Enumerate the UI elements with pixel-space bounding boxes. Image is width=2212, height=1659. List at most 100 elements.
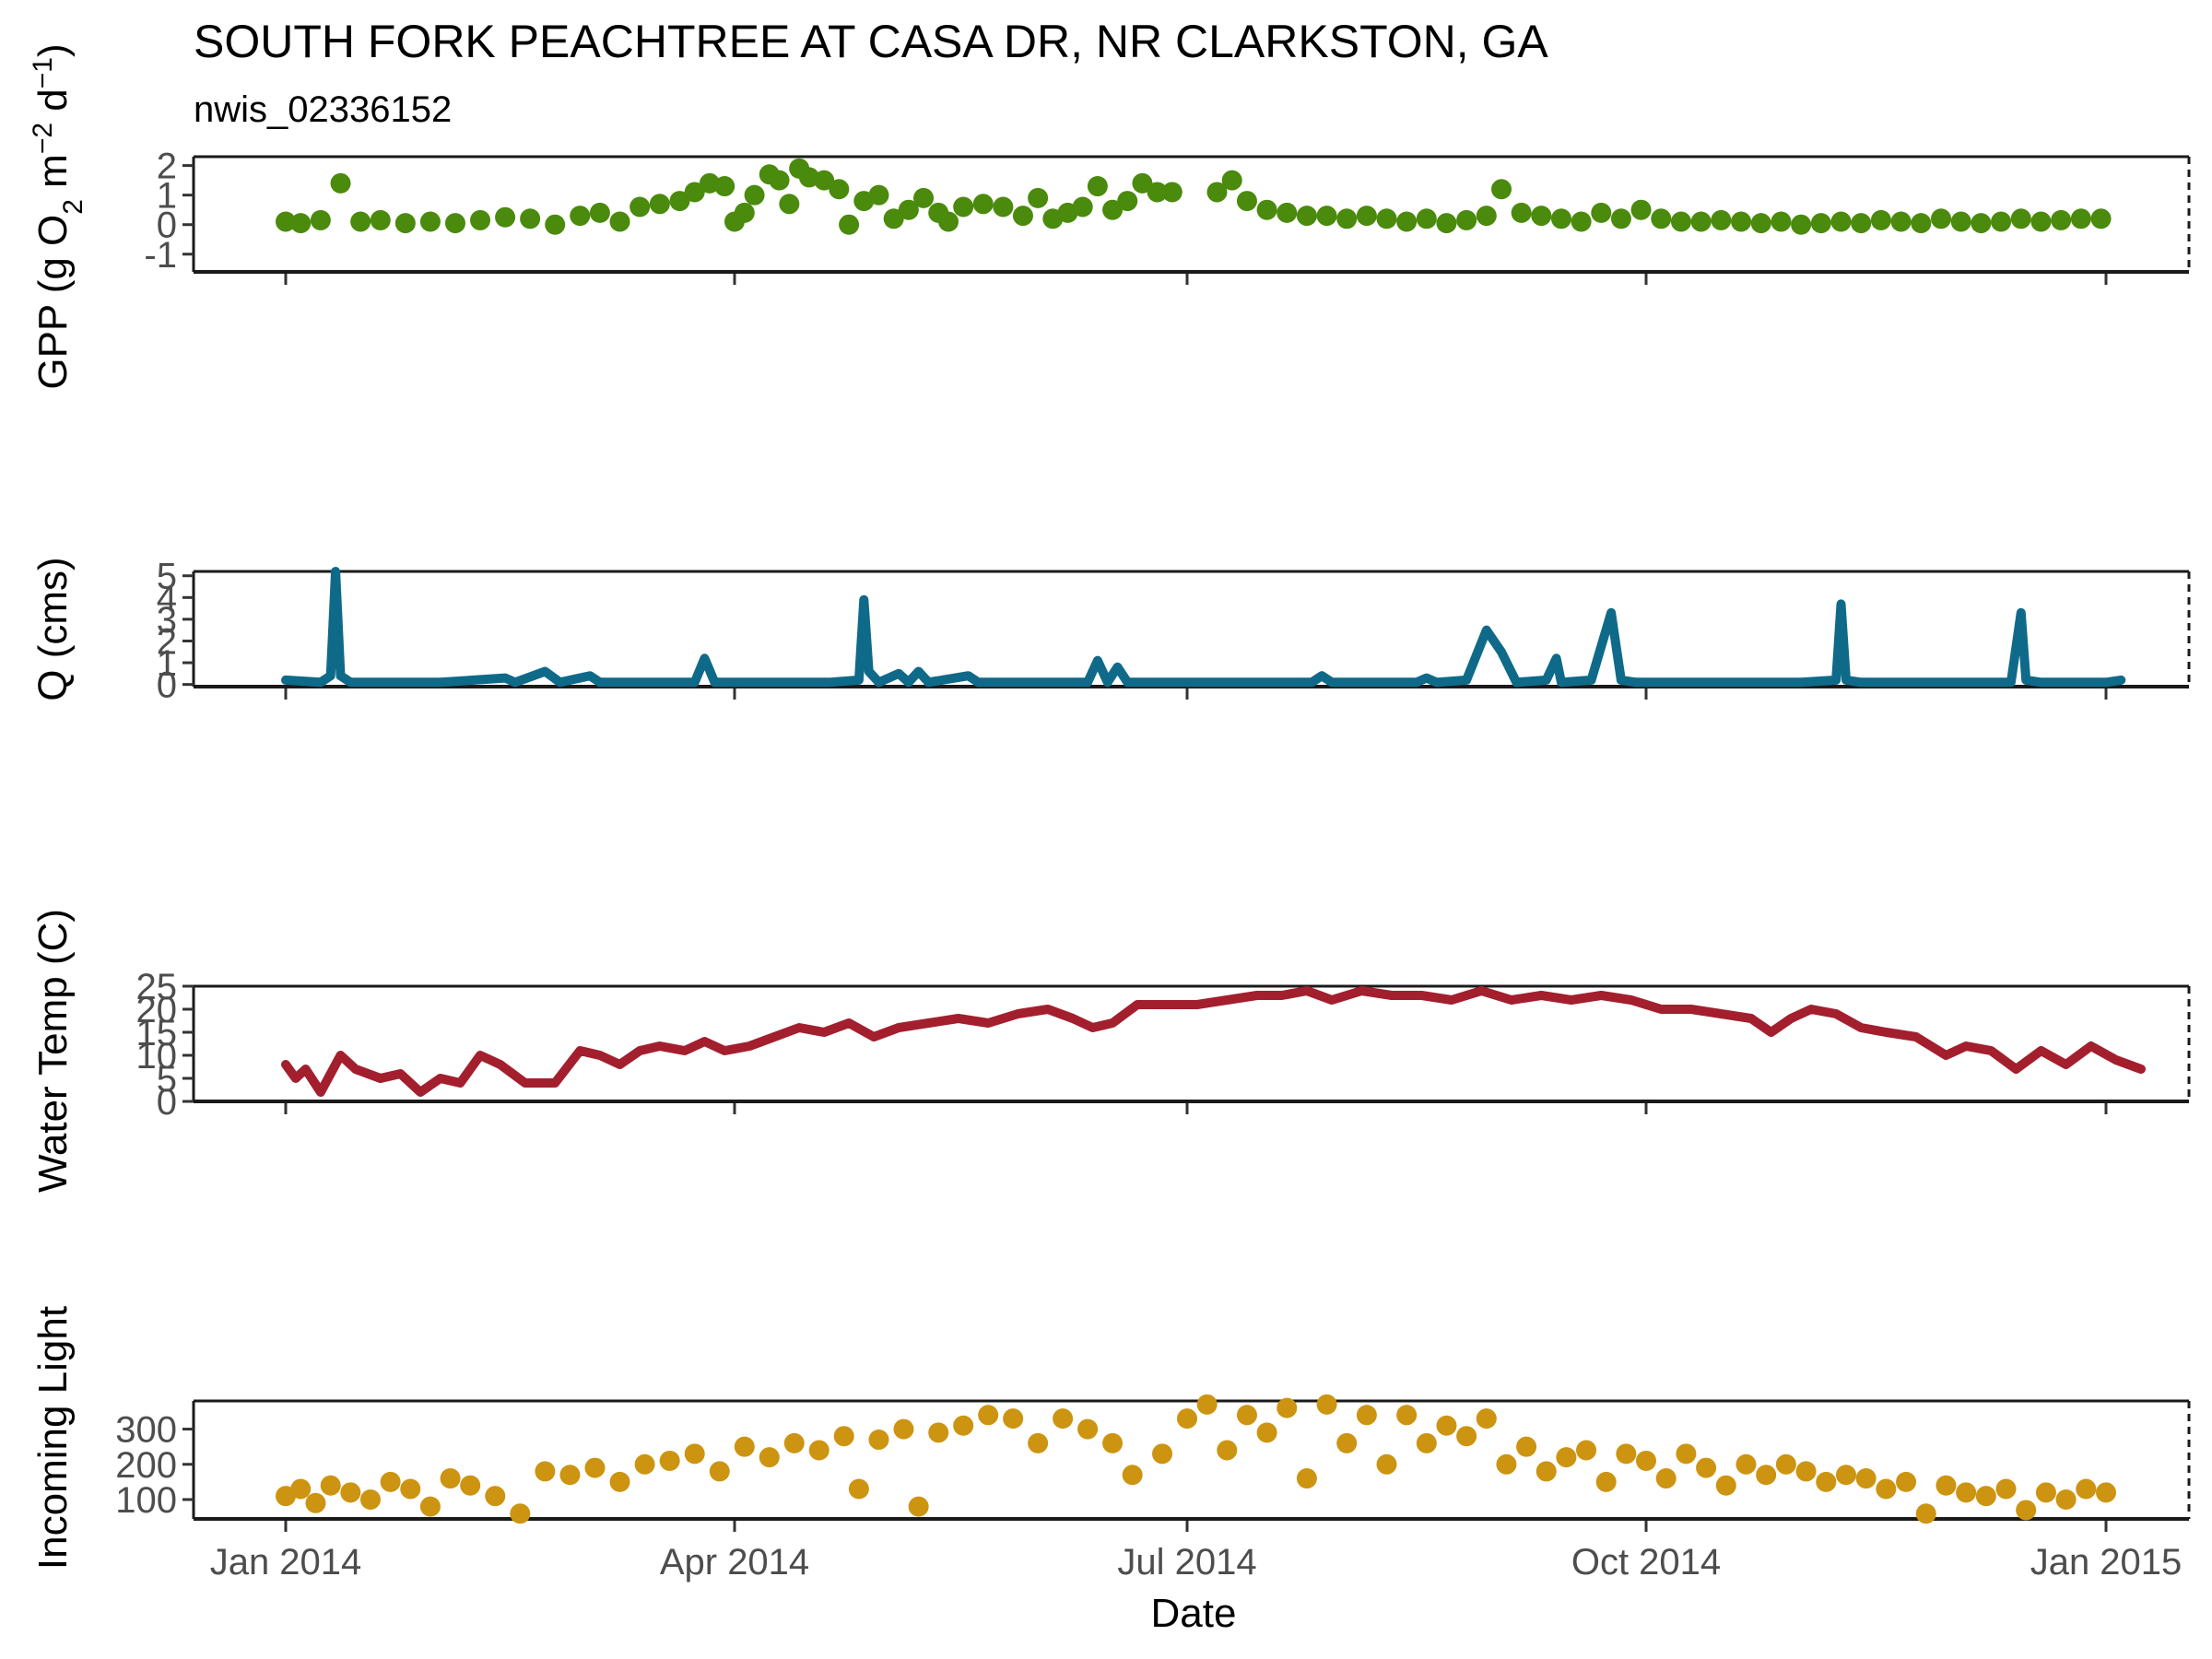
panel-light-point-80	[1975, 1486, 1996, 1507]
panel-gpp-point-87	[1851, 213, 1872, 234]
panel-light-point-24	[808, 1440, 830, 1461]
y-axis-title-part: )	[30, 43, 76, 57]
panel-gpp-point-9	[470, 209, 491, 230]
panel-gpp-point-6	[394, 213, 416, 234]
panel-light-point-65	[1676, 1443, 1697, 1465]
panel-gpp-point-15	[609, 211, 630, 232]
panel-gpp-point-2	[310, 209, 331, 230]
panel-gpp-point-39	[938, 211, 959, 232]
panel-light-point-40	[1177, 1408, 1197, 1430]
panel-gpp-point-1	[290, 213, 312, 234]
panel-gpp-point-3	[330, 172, 351, 194]
panel-light-y-tick-label-2: 300	[115, 1410, 177, 1451]
y-axis-title-part: GPP (g O	[30, 215, 76, 390]
panel-light-point-49	[1356, 1405, 1377, 1426]
panel-light-point-9	[440, 1468, 461, 1489]
panel-light-point-64	[1655, 1468, 1677, 1489]
panel-gpp-point-86	[1830, 211, 1852, 232]
panel-gpp-point-60	[1316, 206, 1337, 227]
panel-light-point-6	[380, 1471, 401, 1492]
panel-gpp-point-98	[2070, 208, 2091, 229]
panel-light-point-23	[783, 1432, 805, 1453]
panel-gpp-point-81	[1731, 211, 1752, 232]
panel-gpp-point-97	[2051, 209, 2072, 230]
panel-gpp-point-75	[1610, 208, 1631, 229]
panel-gpp-point-66	[1436, 213, 1457, 234]
panel-gpp-point-35	[883, 208, 904, 229]
panel-light-point-72	[1816, 1471, 1837, 1492]
panel-light-point-76	[1896, 1471, 1917, 1492]
panel-gpp-point-27	[779, 194, 800, 215]
panel-temp-y-tick-label-1: 5	[157, 1059, 177, 1100]
panel-gpp-point-77	[1651, 208, 1672, 229]
panel-temp-y-tick-label-3: 15	[136, 1013, 178, 1053]
panel-gpp-point-68	[1476, 206, 1497, 227]
panel-light-point-83	[2035, 1482, 2056, 1503]
panel-gpp-point-16	[629, 196, 651, 218]
panel-gpp-point-76	[1630, 199, 1652, 220]
panel-light-point-45	[1277, 1397, 1298, 1418]
x-tick-label-2: Jul 2014	[1117, 1542, 1256, 1583]
panel-light-point-20	[709, 1461, 730, 1482]
panel-gpp-point-13	[570, 206, 591, 227]
panel-gpp-y-tick-label-3: 2	[157, 147, 177, 187]
panel-gpp-point-52	[1147, 182, 1168, 203]
y-axis-title-part: −1	[28, 57, 58, 88]
panel-gpp-y-tick-label-1: 0	[157, 206, 177, 246]
panel-light-point-1	[290, 1478, 312, 1500]
panel-q-y-tick-label-0: 0	[157, 665, 177, 706]
panel-light-point-58	[1535, 1461, 1557, 1482]
panel-q-y-tick-label-1: 1	[157, 643, 177, 684]
panel-q-y-tick-label-3: 3	[157, 600, 177, 641]
panel-gpp-point-21	[714, 176, 735, 197]
panel-gpp-point-42	[993, 196, 1014, 218]
panel-light-point-34	[1028, 1432, 1049, 1453]
panel-q-y-tick-label-4: 4	[157, 578, 177, 618]
panel-gpp-point-61	[1336, 208, 1358, 229]
panel-light-point-16	[609, 1471, 630, 1492]
panel-gpp-point-56	[1236, 191, 1257, 212]
panel-light-point-44	[1256, 1422, 1277, 1443]
panel-gpp-point-65	[1416, 208, 1437, 229]
panel-gpp-point-17	[649, 194, 670, 215]
panel-light-point-15	[584, 1457, 606, 1478]
panel-gpp-point-4	[350, 211, 371, 232]
panel-light-y-tick-label-1: 200	[115, 1445, 177, 1486]
panel-gpp-point-92	[1950, 211, 1971, 232]
panel-light-point-41	[1196, 1394, 1218, 1415]
panel-light-point-81	[1995, 1478, 2017, 1500]
panel-light-point-47	[1316, 1394, 1337, 1415]
panel-gpp-point-32	[839, 214, 860, 235]
panel-gpp-point-79	[1690, 211, 1712, 232]
panel-light-point-60	[1576, 1440, 1597, 1461]
panel-temp-y-tick-label-5: 25	[136, 967, 178, 1007]
panel-light-point-32	[978, 1405, 999, 1426]
x-axis-title: Date	[1151, 1591, 1237, 1636]
panel-light-point-56	[1496, 1453, 1517, 1475]
panel-light-point-38	[1122, 1465, 1143, 1486]
panel-light-point-30	[928, 1422, 949, 1443]
y-axis-title-part: m	[30, 154, 76, 199]
x-tick-label-1: Apr 2014	[660, 1542, 809, 1583]
panel-light-y-tick-label-0: 100	[115, 1480, 177, 1521]
panel-light-point-68	[1735, 1453, 1757, 1475]
panel-gpp-point-8	[444, 213, 465, 234]
panel-gpp-point-48	[1087, 176, 1108, 197]
panel-gpp-point-80	[1711, 209, 1732, 230]
panel-light-point-22	[759, 1447, 780, 1468]
panel-gpp-point-54	[1206, 182, 1228, 203]
panel-light-point-17	[634, 1453, 655, 1475]
panel-light-point-53	[1436, 1415, 1457, 1436]
panel-gpp-point-14	[589, 202, 610, 223]
panel-light-point-5	[359, 1488, 381, 1510]
panel-gpp-point-37	[913, 187, 935, 208]
panel-gpp-point-91	[1931, 208, 1952, 229]
panel-light-point-48	[1336, 1432, 1358, 1453]
panel-gpp-point-71	[1531, 206, 1552, 227]
panel-gpp-point-18	[669, 191, 690, 212]
panel-gpp-point-41	[972, 194, 994, 215]
y-axis-title-part: −2	[28, 123, 58, 154]
panel-gpp-point-24	[744, 184, 765, 206]
